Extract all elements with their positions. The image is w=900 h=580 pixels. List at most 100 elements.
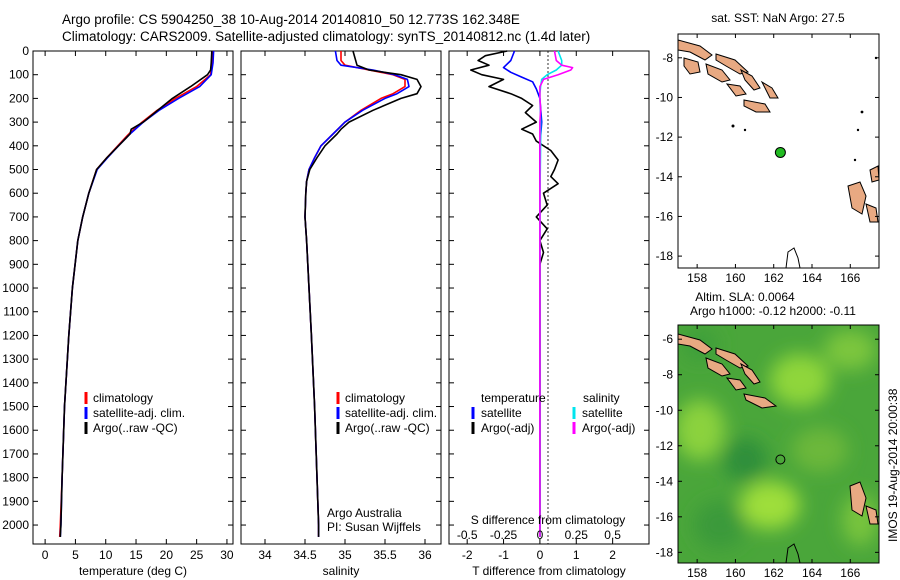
lat-tick-label: -14 — [656, 474, 674, 488]
lat-tick-label: -8 — [662, 368, 673, 382]
depth-tick-label: 1200 — [2, 328, 29, 342]
lat-tick-label: -16 — [656, 510, 674, 524]
lat-tick-label: -12 — [656, 130, 674, 144]
lat-tick-label: -14 — [656, 170, 674, 184]
lat-tick-label: -18 — [656, 545, 674, 559]
depth-tick-label: 600 — [9, 186, 29, 200]
salinity-axis-label: salinity — [323, 564, 360, 578]
figure-title-line2: Climatology: CARS2009. Satellite-adjuste… — [62, 29, 590, 44]
sla-map-title-line1: Altim. SLA: 0.0064 — [695, 290, 795, 304]
salinity-annotation-line1: Argo Australia — [327, 506, 402, 520]
series-line-t-satellite — [502, 50, 543, 537]
lon-tick-label: 162 — [764, 566, 784, 580]
depth-tick-label: 1500 — [2, 400, 29, 414]
series-line-argo-raw-qc- — [59, 50, 213, 537]
temperature-legend: climatology satellite-adj. clim. Argo(..… — [84, 391, 185, 435]
x-tick-label: 34 — [258, 548, 272, 562]
depth-tick-label: 1600 — [2, 423, 29, 437]
depth-tick-label: 1000 — [2, 281, 29, 295]
series-line-satellite-adj-clim- — [304, 50, 410, 537]
temperature-lines — [58, 50, 215, 537]
x-tick-label: 1 — [573, 548, 580, 562]
depth-tick-label: 700 — [9, 210, 29, 224]
lat-tick-label: -8 — [662, 51, 673, 65]
lon-tick-label: 158 — [687, 271, 707, 285]
diff-legend-salinity-title: salinity — [583, 391, 620, 405]
lon-tick-label: 158 — [687, 566, 707, 580]
depth-tick-label: 1900 — [2, 494, 29, 508]
x-tick-label: 36 — [418, 548, 432, 562]
diff-legend-temperature-title: temperature — [481, 391, 546, 405]
depth-tick-label: 200 — [9, 91, 29, 105]
lon-tick-label: 164 — [802, 566, 822, 580]
depth-tick-label: 400 — [9, 139, 29, 153]
difference-axes: -2 -1 0 1 2 — [449, 50, 649, 562]
argo-float-position-marker — [774, 146, 786, 158]
sla-map-frame — [677, 324, 880, 564]
argo-float-position-marker — [775, 454, 786, 465]
depth-tick-label: 2000 — [2, 518, 29, 532]
top-tick-label: 0.25 — [565, 528, 589, 542]
sal-legend-argo: Argo(..raw -QC) — [345, 421, 430, 435]
x-tick-label: 10 — [99, 548, 113, 562]
lat-tick-label: -10 — [656, 403, 674, 417]
lat-tick-label: -12 — [656, 439, 674, 453]
lon-tick-label: 160 — [725, 566, 745, 580]
diff-legend-t-argo: Argo(-adj) — [481, 421, 534, 435]
depth-tick-label: 1100 — [3, 305, 29, 319]
x-tick-label: 15 — [129, 548, 143, 562]
x-tick-label: 25 — [190, 548, 204, 562]
difference-panel-frame — [448, 50, 650, 545]
sla-map-argo-marker — [775, 454, 786, 465]
lon-tick-label: 166 — [840, 566, 860, 580]
series-line-s-argo-adj- — [539, 50, 574, 537]
lon-tick-label: 160 — [725, 271, 745, 285]
diff-legend-s-satellite: satellite — [582, 406, 623, 420]
depth-tick-label: 500 — [9, 163, 29, 177]
top-tick-label: 0 — [537, 528, 544, 542]
sla-map-title-line2: Argo h1000: -0.12 h2000: -0.11 — [690, 304, 856, 318]
temperature-panel-frame — [32, 50, 234, 545]
x-tick-label: 30 — [220, 548, 234, 562]
imos-timestamp-label: IMOS 19-Aug-2014 20:00:38 — [886, 388, 900, 542]
series-line-s-satellite — [539, 50, 563, 537]
series-line-climatology — [58, 50, 214, 537]
x-tick-label: 35.5 — [373, 548, 397, 562]
lon-tick-label: 162 — [764, 271, 784, 285]
lat-tick-label: -16 — [656, 209, 674, 223]
sal-legend-satellite: satellite-adj. clim. — [345, 406, 437, 420]
depth-tick-label: 900 — [9, 257, 29, 271]
sst-map-title: sat. SST: NaN Argo: 27.5 — [711, 11, 845, 25]
series-line-satellite-adj-clim- — [59, 50, 215, 537]
difference-lines — [469, 50, 574, 537]
diff-legend-t-satellite: satellite — [481, 406, 522, 420]
difference-legend: temperature satellite Argo(-adj) salinit… — [471, 391, 635, 435]
sst-map-argo-marker — [774, 146, 786, 158]
sst-map-axes: 158 160 162 164 166 -8 -10 -12 -14 -16 -18 — [656, 34, 879, 285]
temperature-axis-label: temperature (deg C) — [79, 564, 187, 578]
x-tick-label: 35 — [338, 548, 352, 562]
series-line-climatology — [304, 51, 406, 537]
top-tick-label: 0.5 — [604, 528, 621, 542]
difference-top-ticks: -0.5 -0.25 0 0.25 0.5 — [457, 528, 621, 542]
depth-tick-label: 1300 — [2, 352, 29, 366]
sla-map-axes: 158 160 162 164 166 -6 -8 -10 -12 -14 -16 -18 — [656, 325, 879, 580]
salinity-axes: 34 34.5 35 35.5 36 — [241, 50, 441, 562]
sal-legend-climatology: climatology — [345, 391, 405, 405]
series-line-argo-raw-qc- — [304, 50, 422, 537]
figure-title-line1: Argo profile: CS 5904250_38 10-Aug-2014 … — [62, 12, 520, 27]
lat-tick-label: -18 — [656, 249, 674, 263]
lat-tick-label: -6 — [662, 332, 673, 346]
depth-tick-label: 1800 — [2, 471, 29, 485]
lon-tick-label: 166 — [840, 271, 860, 285]
temp-legend-argo: Argo(..raw -QC) — [93, 421, 178, 435]
difference-axis-label: T difference from climatology — [472, 564, 626, 578]
temperature-axes: 0 5 10 15 20 25 300100200300400500600700800900… — [2, 44, 234, 562]
temp-legend-climatology: climatology — [93, 391, 153, 405]
salinity-lines — [304, 50, 422, 537]
temp-legend-satellite: satellite-adj. clim. — [93, 406, 185, 420]
depth-tick-label: 0 — [22, 44, 29, 58]
x-tick-label: 5 — [72, 548, 79, 562]
lon-tick-label: 164 — [802, 271, 822, 285]
